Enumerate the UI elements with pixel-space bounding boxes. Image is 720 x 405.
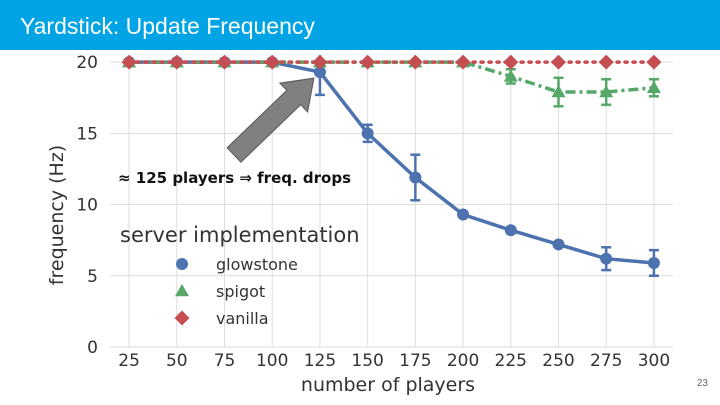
legend: server implementation glowstone spigot van…	[120, 223, 360, 328]
spigot-point	[551, 85, 566, 98]
x-tick-label: 300	[638, 351, 670, 371]
spigot-point	[599, 85, 614, 98]
y-tick-label: 20	[76, 55, 98, 73]
vanilla-point	[503, 55, 519, 70]
vanilla-point	[550, 55, 566, 70]
x-tick-label: 75	[214, 351, 236, 371]
annotation-text: ≈ 125 players ⇒ freq. drops	[118, 169, 351, 187]
x-tick-label: 100	[256, 351, 288, 371]
y-tick-label: 0	[87, 338, 98, 358]
legend-label-vanilla: vanilla	[216, 309, 269, 328]
glowstone-point	[409, 171, 422, 184]
annotation-arrow	[226, 77, 315, 163]
plot-background	[110, 55, 673, 347]
x-tick-label: 200	[447, 351, 479, 371]
glowstone-point	[552, 238, 565, 251]
y-tick-labels: 0 5 10 15 20	[76, 55, 98, 358]
x-tick-label: 175	[399, 351, 431, 371]
vanilla-point	[455, 55, 471, 70]
x-tick-label: 25	[118, 351, 140, 371]
legend-label-glowstone: glowstone	[216, 255, 298, 274]
series-layer	[121, 55, 662, 278]
legend-marker-spigot	[175, 284, 189, 297]
vanilla-point	[169, 55, 185, 70]
x-tick-labels: 25 50 75 100 125 150 175 200 225 250 275 300	[118, 351, 670, 371]
title-bar: Yardstick: Update Frequency	[0, 0, 720, 50]
legend-title: server implementation	[120, 223, 360, 247]
legend-marker-glowstone	[176, 258, 188, 270]
vanilla-point	[121, 55, 137, 70]
glowstone-point	[600, 252, 613, 265]
legend-label-spigot: spigot	[216, 282, 265, 301]
vanilla-point	[360, 55, 376, 70]
vanilla-point	[407, 55, 423, 70]
x-axis-label: number of players	[301, 374, 475, 396]
y-tick-label: 15	[76, 124, 98, 144]
glowstone-point	[504, 224, 517, 237]
y-axis-label: frequency (Hz)	[46, 145, 68, 285]
spigot-point	[646, 80, 661, 94]
vanilla-point	[217, 55, 233, 70]
x-tick-label: 150	[351, 351, 383, 371]
vanilla-point	[312, 55, 328, 70]
annotation: ≈ 125 players ⇒ freq. drops	[118, 77, 351, 187]
x-tick-label: 275	[590, 351, 622, 371]
frequency-chart: 0 5 10 15 20 25 50 75 100 125 150 175 200 225 250 275 3…	[46, 55, 673, 396]
x-tick-label: 125	[304, 351, 336, 371]
vanilla-point	[598, 55, 614, 70]
vanilla-point	[264, 55, 280, 70]
glowstone-point	[361, 127, 374, 140]
glowstone-point	[457, 208, 470, 221]
slide-title: Yardstick: Update Frequency	[20, 13, 315, 39]
y-tick-label: 10	[76, 196, 98, 216]
glowstone-point	[647, 256, 660, 269]
vanilla-point	[646, 55, 662, 70]
x-tick-label: 225	[495, 351, 527, 371]
x-tick-label: 50	[166, 351, 188, 371]
x-tick-label: 250	[542, 351, 574, 371]
legend-marker-vanilla	[174, 310, 190, 326]
spigot-point	[503, 69, 518, 82]
glowstone-point	[313, 66, 326, 79]
y-tick-label: 5	[87, 267, 98, 287]
series-vanilla	[121, 55, 662, 70]
page-number: 23	[696, 378, 708, 389]
